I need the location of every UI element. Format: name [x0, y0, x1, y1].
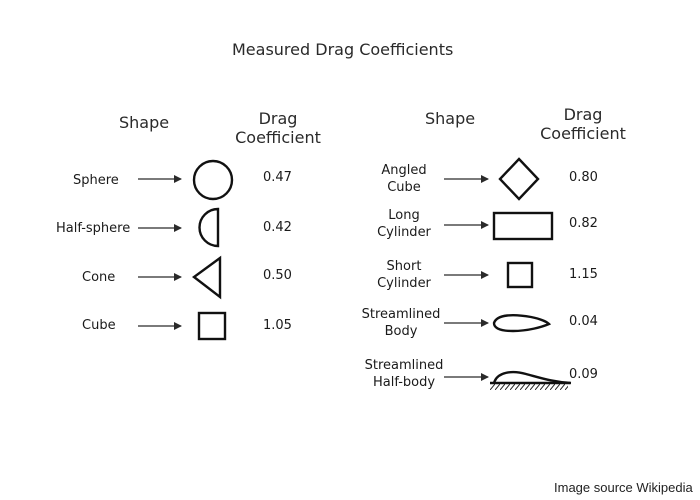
cone-icon — [191, 255, 222, 300]
right-item-label-line2: Cube — [387, 180, 421, 195]
left-item-value-half-sphere: 0.42 — [263, 220, 292, 235]
right-item-label-line2: Half-body — [372, 375, 436, 390]
left-item-label-half-sphere: Half-sphere — [56, 221, 131, 236]
streamlined-half-body-icon — [490, 370, 572, 390]
image-credit: Image source Wikipedia — [554, 480, 693, 495]
right-item-label-line2: Cylinder — [377, 276, 431, 291]
left-item-value-cube: 1.05 — [263, 318, 292, 333]
right-coefficient-header-line1: Drag — [563, 105, 603, 124]
right-item-label-streamlined-half-body: Streamlined Half-body — [359, 357, 449, 391]
short-cylinder-icon — [506, 261, 534, 289]
left-shape-header: Shape — [119, 113, 170, 132]
right-item-value-streamlined-body: 0.04 — [569, 314, 598, 329]
right-item-label-streamlined-body: Streamlined Body — [358, 306, 444, 340]
left-item-value-cone: 0.50 — [263, 268, 292, 283]
right-item-label-line1: Streamlined — [361, 307, 441, 322]
angled-cube-icon — [498, 157, 540, 201]
right-shape-header: Shape — [425, 109, 476, 128]
cube-icon — [197, 311, 227, 341]
right-coefficient-header: Drag Coefficient — [537, 105, 629, 143]
sphere-icon — [192, 159, 234, 201]
right-item-label-line2: Cylinder — [377, 225, 431, 240]
right-item-value-long-cylinder: 0.82 — [569, 216, 598, 231]
right-item-label-long-cylinder: Long Cylinder — [364, 207, 444, 241]
right-item-label-line1: Streamlined — [364, 358, 444, 373]
right-item-value-short-cylinder: 1.15 — [569, 267, 598, 282]
left-item-value-sphere: 0.47 — [263, 170, 292, 185]
right-item-label-short-cylinder: Short Cylinder — [364, 258, 444, 292]
right-item-label-line1: Angled — [381, 163, 427, 178]
left-item-label-sphere: Sphere — [73, 173, 119, 188]
long-cylinder-icon — [492, 211, 554, 241]
diagram-title: Measured Drag Coefficients — [232, 40, 454, 59]
left-item-label-cube: Cube — [82, 318, 116, 333]
left-coefficient-header: Drag Coefficient — [232, 109, 324, 147]
right-item-label-line1: Long — [388, 208, 420, 223]
right-item-label-line1: Short — [386, 259, 422, 274]
right-item-value-angled-cube: 0.80 — [569, 170, 598, 185]
left-coefficient-header-line1: Drag — [258, 109, 298, 128]
streamlined-body-icon — [492, 314, 552, 333]
half-sphere-icon — [198, 207, 220, 248]
right-item-label-line2: Body — [384, 324, 418, 339]
left-coefficient-header-line2: Coefficient — [235, 128, 321, 147]
right-item-value-streamlined-half-body: 0.09 — [569, 367, 598, 382]
left-item-label-cone: Cone — [82, 270, 116, 285]
right-item-label-angled-cube: Angled Cube — [364, 162, 444, 196]
right-coefficient-header-line2: Coefficient — [540, 124, 626, 143]
